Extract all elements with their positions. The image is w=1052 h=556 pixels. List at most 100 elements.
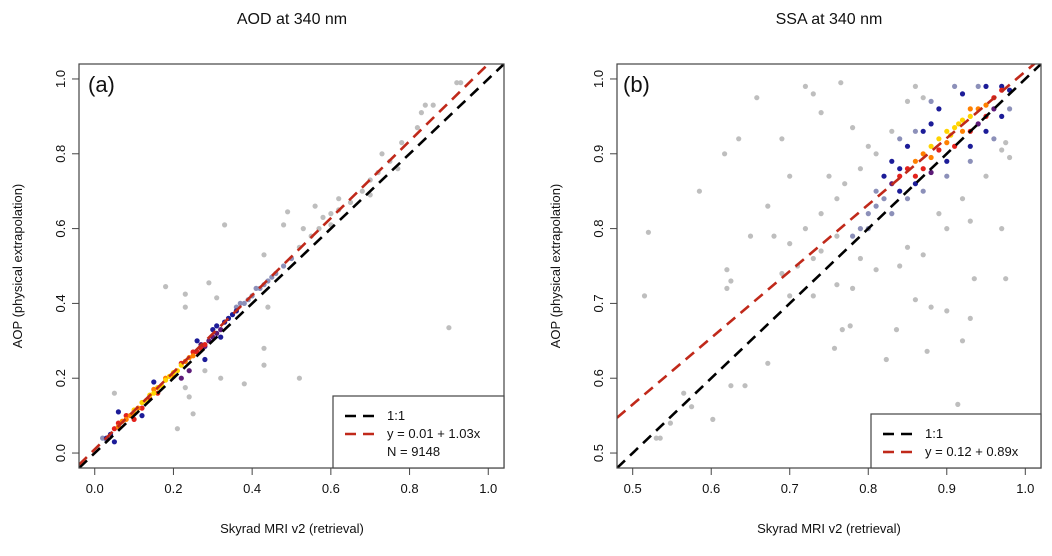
data-point bbox=[281, 222, 287, 228]
panel-title: SSA at 340 nm bbox=[776, 11, 883, 28]
data-point bbox=[810, 293, 816, 299]
data-point bbox=[418, 110, 424, 116]
data-point bbox=[285, 209, 291, 215]
data-point bbox=[956, 121, 962, 127]
data-point bbox=[722, 151, 728, 157]
data-point bbox=[174, 426, 180, 432]
data-point bbox=[834, 282, 840, 288]
x-tick-label: 1.0 bbox=[479, 481, 497, 496]
data-point bbox=[967, 113, 973, 119]
y-axis-label: AOP (physical extrapolation) bbox=[10, 184, 25, 349]
data-point bbox=[802, 226, 809, 232]
plot-frame bbox=[616, 63, 1042, 469]
x-tick-label: 0.8 bbox=[859, 481, 877, 496]
data-point bbox=[959, 196, 966, 202]
data-point bbox=[847, 323, 853, 329]
data-point bbox=[959, 91, 966, 97]
data-point bbox=[928, 143, 934, 149]
legend-label-1to1: 1:1 bbox=[925, 426, 943, 441]
data-point bbox=[214, 323, 220, 329]
data-point bbox=[218, 334, 224, 340]
data-point bbox=[645, 229, 652, 235]
x-tick-label: 0.8 bbox=[401, 481, 419, 496]
data-point bbox=[983, 173, 989, 179]
data-point bbox=[971, 276, 977, 282]
data-point bbox=[850, 125, 856, 131]
data-point bbox=[111, 439, 117, 445]
data-point bbox=[261, 362, 267, 368]
data-point bbox=[944, 226, 950, 232]
y-tick-label: 0.6 bbox=[591, 369, 606, 387]
panel-title: AOD at 340 nm bbox=[237, 11, 347, 28]
data-point bbox=[454, 80, 460, 86]
data-point bbox=[881, 173, 887, 179]
data-point bbox=[920, 252, 926, 258]
y-tick-label: 0.8 bbox=[53, 145, 68, 163]
data-point bbox=[959, 117, 966, 123]
data-point bbox=[151, 379, 157, 385]
data-point bbox=[912, 173, 919, 179]
data-point bbox=[422, 102, 428, 108]
data-point bbox=[873, 188, 879, 194]
data-point bbox=[897, 188, 903, 194]
data-point bbox=[944, 140, 950, 146]
data-point bbox=[834, 196, 840, 202]
data-point bbox=[912, 128, 919, 134]
data-point bbox=[850, 233, 856, 239]
data-point bbox=[202, 368, 208, 374]
x-axis-label: Skyrad MRI v2 (retrieval) bbox=[220, 521, 364, 536]
data-point bbox=[414, 125, 420, 131]
data-point bbox=[873, 267, 879, 273]
panel-label: (b) bbox=[623, 72, 650, 97]
data-point bbox=[897, 166, 903, 172]
data-point bbox=[379, 151, 385, 157]
data-point bbox=[920, 188, 926, 194]
data-point bbox=[839, 327, 845, 333]
data-point bbox=[689, 404, 695, 410]
x-tick-label: 0.5 bbox=[624, 481, 642, 496]
data-point bbox=[928, 98, 934, 104]
data-point bbox=[881, 196, 887, 202]
y-tick-label: 0.8 bbox=[591, 220, 606, 238]
data-point bbox=[810, 91, 816, 97]
data-point bbox=[667, 420, 674, 426]
data-point bbox=[754, 95, 760, 101]
data-point bbox=[952, 125, 958, 131]
data-point bbox=[261, 252, 267, 258]
data-point bbox=[889, 128, 895, 134]
data-point bbox=[920, 151, 926, 157]
data-point bbox=[359, 188, 365, 194]
data-point bbox=[975, 121, 981, 127]
panel-b-ssa: 0.5 0.6 0.7 0.8 0.9 1.0 0.5 0.6 0.7 0.8 0.9 1.0 SSA … bbox=[548, 11, 1042, 536]
data-point bbox=[710, 416, 716, 422]
legend-label-fit: y = 0.01 + 1.03x bbox=[387, 426, 481, 441]
data-point bbox=[281, 263, 287, 269]
data-point bbox=[920, 95, 926, 101]
data-point bbox=[728, 278, 734, 284]
data-point bbox=[873, 151, 879, 157]
data-point bbox=[1003, 140, 1009, 146]
data-point bbox=[111, 390, 117, 396]
data-point bbox=[944, 308, 950, 314]
data-point bbox=[202, 356, 208, 363]
data-point bbox=[779, 270, 785, 277]
data-point bbox=[999, 226, 1005, 232]
data-point bbox=[296, 375, 302, 381]
data-point bbox=[912, 297, 919, 303]
data-point bbox=[967, 106, 973, 112]
legend-box bbox=[332, 395, 505, 469]
x-tick-label: 0.6 bbox=[322, 481, 340, 496]
data-point bbox=[1003, 276, 1009, 282]
data-point bbox=[967, 218, 973, 224]
y-tick-label: 1.0 bbox=[591, 70, 606, 88]
data-point bbox=[320, 214, 326, 220]
data-point bbox=[999, 113, 1005, 119]
data-point bbox=[912, 158, 919, 164]
data-point bbox=[641, 293, 648, 299]
x-tick-label: 0.4 bbox=[243, 481, 261, 496]
data-point bbox=[736, 136, 742, 142]
x-axis-label: Skyrad MRI v2 (retrieval) bbox=[757, 521, 901, 536]
legend-label-1to1: 1:1 bbox=[387, 408, 405, 423]
data-point bbox=[818, 211, 824, 217]
y-tick-label: 0.4 bbox=[53, 294, 68, 312]
